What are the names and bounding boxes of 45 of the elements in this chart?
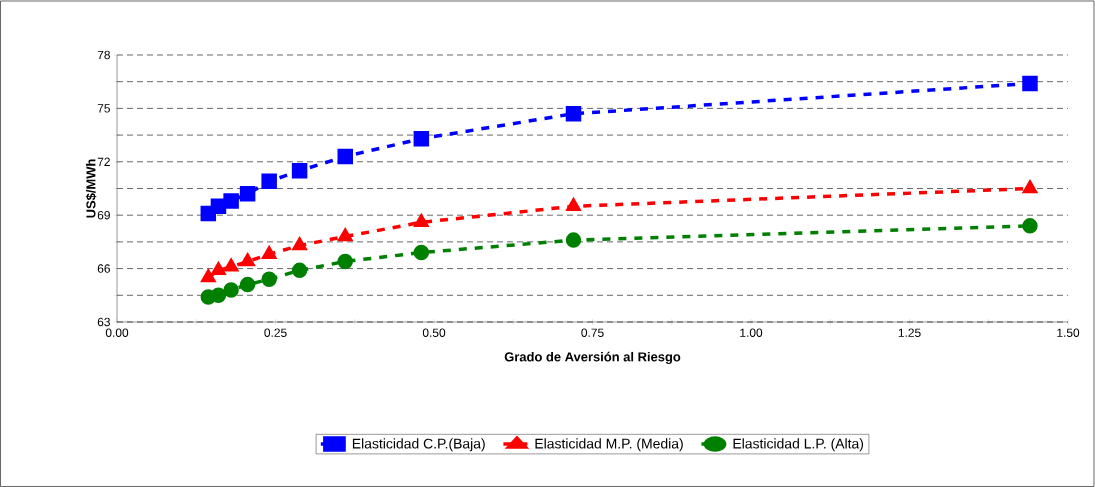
point <box>239 276 256 293</box>
point <box>239 186 256 202</box>
point <box>413 212 430 228</box>
point <box>224 259 239 272</box>
point <box>223 193 239 209</box>
point <box>291 162 308 179</box>
y-axis-title: US$/MWh <box>85 159 97 218</box>
legend-label: Elasticidad C.P.(Baja) <box>352 438 485 452</box>
legend-label: Elasticidad M.P. (Media) <box>535 438 683 452</box>
x-tick-label: 0.50 <box>422 328 446 337</box>
point <box>565 196 582 212</box>
point <box>291 262 308 279</box>
y-tick-label: 63 <box>97 317 110 327</box>
point <box>261 244 278 260</box>
point <box>1023 180 1037 194</box>
point <box>337 253 353 270</box>
point <box>223 282 239 298</box>
x-tick-label: 0.25 <box>264 328 287 337</box>
x-axis-title: Grado de Aversión al Riesgo <box>504 351 681 365</box>
x-tick-label: 0.75 <box>581 328 604 337</box>
point <box>211 260 227 276</box>
point <box>565 105 582 122</box>
point <box>1022 75 1038 92</box>
y-tick-label: 66 <box>97 264 110 273</box>
point <box>1022 218 1038 234</box>
point <box>413 130 430 147</box>
x-tick-label: 1.25 <box>898 328 921 337</box>
y-tick-label: 69 <box>97 210 110 220</box>
point <box>261 271 277 288</box>
y-tick-label: 75 <box>97 104 110 113</box>
point <box>201 269 216 283</box>
point <box>337 148 353 165</box>
point <box>261 173 277 190</box>
point <box>338 228 353 242</box>
point <box>240 253 255 267</box>
x-tick-label: 1.00 <box>740 328 763 337</box>
y-tick-label: 72 <box>97 157 110 166</box>
legend-label: Elasticidad L.P. (Alta) <box>733 438 864 452</box>
point <box>413 244 430 261</box>
point <box>210 287 227 304</box>
x-tick-label: 1.50 <box>1057 328 1080 337</box>
x-tick-label: 0.00 <box>105 328 129 337</box>
point <box>565 232 582 248</box>
point <box>292 237 307 251</box>
y-tick-label: 78 <box>97 50 110 60</box>
